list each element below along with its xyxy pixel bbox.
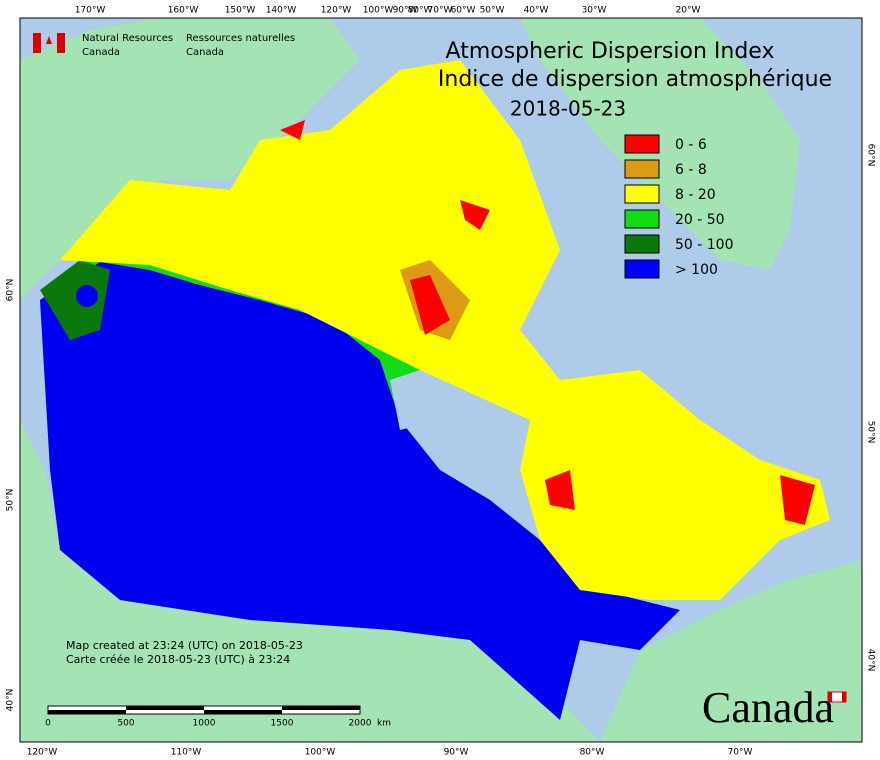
left-lat-label: 50°N: [6, 489, 16, 512]
scale-label: 2000: [349, 719, 372, 729]
legend-label: > 100: [675, 262, 718, 278]
legend-swatch: [624, 159, 660, 179]
top-lon-label: 20°W: [676, 6, 701, 16]
top-lon-label: 150°W: [225, 6, 256, 16]
scale-seg: [48, 710, 126, 714]
scale-seg: [126, 706, 204, 710]
top-lon-label: 70°W: [428, 6, 453, 16]
frame-border: [19, 17, 863, 743]
legend-label: 0 - 6: [675, 137, 707, 153]
title-fr: Indice de dispersion atmosphérique: [438, 67, 832, 92]
legend-label: 20 - 50: [675, 212, 725, 228]
usa-land: [20, 420, 600, 742]
top-lon-label: 50°W: [480, 6, 505, 16]
legend-swatch: [624, 184, 660, 204]
agency-logo: [33, 33, 65, 53]
legend-swatch: [624, 209, 660, 229]
wordmark-flag: [827, 691, 847, 703]
scale-label: 500: [117, 719, 134, 729]
legend-label: 50 - 100: [675, 237, 734, 253]
top-lon-label: 120°W: [321, 6, 352, 16]
zone-gt100: [40, 260, 680, 720]
bottom-lon-label: 110°W: [171, 748, 202, 758]
scale-seg: [204, 710, 282, 714]
agency-fr: Ressources naturelles: [186, 33, 295, 44]
flag-bar: [842, 692, 846, 702]
left-lat-label: 60°N: [6, 279, 16, 302]
right-lat-label: 50°N: [866, 421, 876, 444]
bottom-lon-label: 90°W: [444, 748, 469, 758]
wordmark: Canada: [702, 683, 834, 732]
top-lon-label: 160°W: [168, 6, 199, 16]
legend-swatch: [624, 234, 660, 254]
legend-label: 8 - 20: [675, 187, 716, 203]
scale-seg: [282, 706, 360, 710]
legend-label: 6 - 8: [675, 162, 707, 178]
bottom-lon-label: 80°W: [580, 748, 605, 758]
agency-en: Canada: [82, 47, 120, 58]
right-lat-label: 40°N: [866, 649, 876, 672]
agency-fr: Canada: [186, 47, 224, 58]
agency-en: Natural Resources: [82, 33, 173, 44]
scale-label: 1500: [271, 719, 294, 729]
flag-bar: [57, 33, 65, 53]
title-date: 2018-05-23: [510, 97, 626, 121]
top-lon-label: 30°W: [582, 6, 607, 16]
zone-0-6: [410, 275, 450, 335]
legend-swatch: [624, 134, 660, 154]
map-note: Carte créée le 2018-05-23 (UTC) à 23:24: [66, 653, 290, 666]
scale-label: km: [377, 719, 391, 729]
map-note: Map created at 23:24 (UTC) on 2018-05-23: [66, 639, 303, 652]
top-lon-label: 80°W: [408, 6, 433, 16]
zone-50-100: [40, 260, 110, 340]
top-lon-label: 90°W: [393, 6, 418, 16]
flag-bar: [33, 33, 41, 53]
map-frame: [19, 17, 863, 743]
flag-bar: [828, 692, 832, 702]
scale-bar: [47, 705, 361, 715]
bottom-lon-label: 70°W: [728, 748, 753, 758]
zone-gt100-spot: [76, 285, 98, 307]
scale-label: 0: [45, 719, 51, 729]
right-lat-label: 60°N: [866, 144, 876, 167]
top-lon-label: 40°W: [524, 6, 549, 16]
top-lon-label: 140°W: [266, 6, 297, 16]
title-block: Atmospheric Dispersion Index Indice de d…: [438, 39, 832, 121]
flag-leaf: [46, 36, 52, 44]
bottom-lon-label: 120°W: [27, 748, 58, 758]
top-lon-label: 60°W: [451, 6, 476, 16]
hudson-bay: [390, 370, 440, 430]
top-lon-label: 170°W: [75, 6, 106, 16]
top-lon-label: 100°W: [363, 6, 394, 16]
title-en: Atmospheric Dispersion Index: [446, 39, 775, 64]
alaska-land: [20, 18, 360, 300]
bottom-lon-label: 100°W: [305, 748, 336, 758]
usa-east-land: [600, 560, 862, 742]
legend-swatch: [624, 259, 660, 279]
left-lat-label: 40°N: [6, 689, 16, 712]
scale-label: 1000: [193, 719, 216, 729]
greenland: [520, 18, 800, 270]
